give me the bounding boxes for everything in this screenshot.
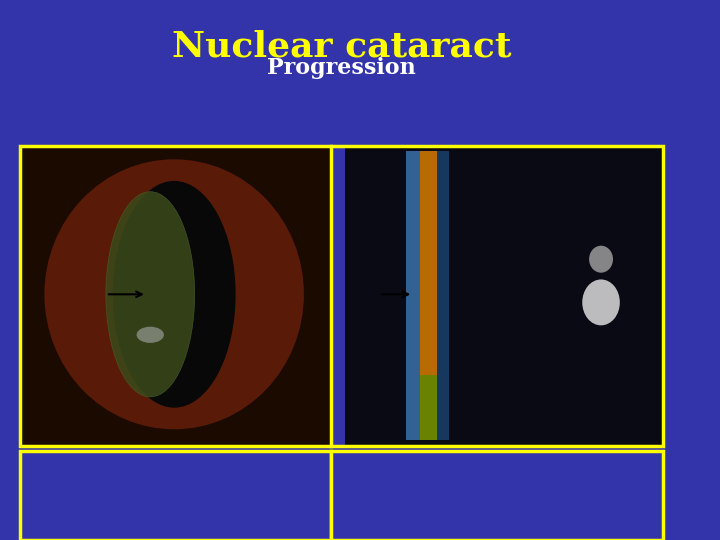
Ellipse shape [106, 192, 194, 397]
Text: Nuclear cataract: Nuclear cataract [172, 30, 511, 64]
Ellipse shape [589, 246, 613, 273]
Point [327, 442, 336, 449]
Text: • Exaggeration of normal nuclear
ageing change: • Exaggeration of normal nuclear ageing … [27, 462, 340, 501]
Bar [437, 151, 449, 440]
Ellipse shape [137, 327, 164, 343]
Text: • Increasing nuclear opacification: • Increasing nuclear opacification [341, 462, 657, 480]
FancyBboxPatch shape [331, 451, 662, 540]
Point [327, 143, 336, 149]
FancyBboxPatch shape [20, 451, 331, 540]
Text: • Causes increasing myopia: • Causes increasing myopia [27, 510, 287, 528]
Text: Progression: Progression [267, 57, 416, 79]
Bar [20, 146, 331, 446]
Ellipse shape [113, 181, 235, 408]
Ellipse shape [582, 280, 620, 325]
Bar [406, 151, 420, 440]
Text: • Initially yellow then brown: • Initially yellow then brown [341, 510, 608, 528]
Bar [345, 146, 662, 446]
Bar [420, 375, 437, 440]
Bar [420, 151, 437, 440]
Ellipse shape [45, 159, 304, 429]
